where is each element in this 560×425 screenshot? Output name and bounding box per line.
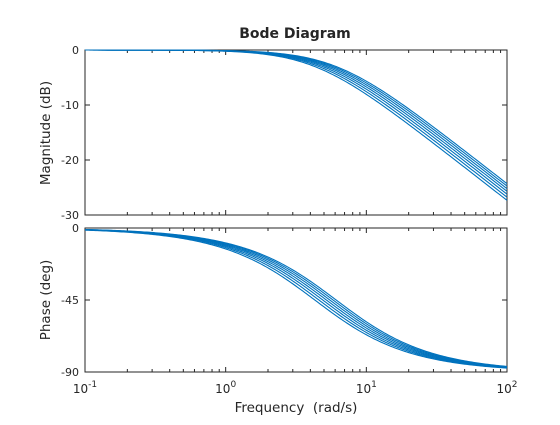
frequency-tick-label: 10-1 xyxy=(73,380,97,396)
magnitude-axes-box xyxy=(84,49,508,216)
phase-y-tick-label: 0 xyxy=(72,222,79,235)
phase-x-ticks xyxy=(84,228,508,372)
phase-series-line xyxy=(84,229,508,369)
phase-panel: 0 -45 -90 Phase (deg) xyxy=(38,222,508,379)
frequency-tick-label: 102 xyxy=(496,380,517,396)
phase-series-line xyxy=(84,229,508,368)
magnitude-series-line xyxy=(85,49,508,187)
frequency-tick-labels: 10-1 100 101 102 xyxy=(73,380,518,396)
phase-y-label: Phase (deg) xyxy=(38,260,54,341)
phase-y-ticks: 0 -45 -90 xyxy=(61,222,507,379)
phase-series-line xyxy=(84,229,508,369)
magnitude-series-line xyxy=(85,49,508,192)
phase-series-line xyxy=(84,229,508,369)
magnitude-series-line xyxy=(85,49,508,195)
phase-y-tick-label: -90 xyxy=(61,366,79,379)
phase-series-line xyxy=(84,229,508,368)
magnitude-series-line xyxy=(85,49,508,185)
frequency-x-label: Frequency (rad/s) xyxy=(235,400,358,416)
magnitude-y-tick-label: -30 xyxy=(61,209,79,222)
magnitude-series-line xyxy=(85,49,508,198)
magnitude-y-label: Magnitude (dB) xyxy=(38,81,54,185)
magnitude-panel: 0 -10 -20 -30 Magnitude (dB) xyxy=(38,44,508,222)
phase-series-line xyxy=(84,228,508,367)
phase-axes-box xyxy=(84,227,508,373)
frequency-tick-label: 100 xyxy=(215,380,236,396)
phase-series-line xyxy=(84,229,508,368)
magnitude-y-tick-label: -20 xyxy=(61,154,79,167)
magnitude-y-tick-label: 0 xyxy=(72,44,79,57)
chart-title: Bode Diagram xyxy=(239,26,351,42)
magnitude-series-line xyxy=(85,49,508,201)
magnitude-lines xyxy=(85,49,508,201)
phase-y-tick-label: -45 xyxy=(61,294,79,307)
magnitude-series-line xyxy=(85,49,508,190)
magnitude-x-ticks xyxy=(84,50,508,215)
magnitude-y-ticks: 0 -10 -20 -30 xyxy=(61,44,507,222)
frequency-tick-label: 101 xyxy=(356,380,377,396)
magnitude-y-tick-label: -10 xyxy=(61,99,79,112)
phase-lines xyxy=(84,228,508,369)
